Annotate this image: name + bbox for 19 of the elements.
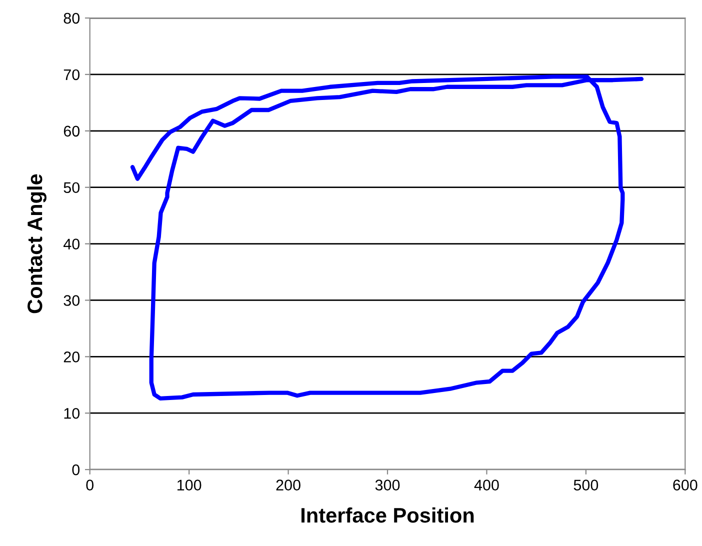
y-tick-label: 30 — [64, 295, 80, 306]
x-tick-label: 400 — [474, 480, 499, 491]
y-tick-label: 50 — [64, 182, 80, 194]
x-tick-label: 600 — [673, 480, 698, 491]
y-axis-title: Contact Angle — [26, 174, 46, 314]
x-tick-label: 0 — [86, 480, 94, 491]
y-tick-label: 10 — [64, 408, 80, 419]
line-series — [130, 74, 644, 401]
x-axis-title: Interface Position — [302, 507, 474, 523]
y-tick-label: 60 — [64, 126, 80, 137]
x-tick-label: 200 — [276, 480, 300, 491]
y-tick-label: 70 — [64, 69, 80, 80]
y-tick-label: 0 — [72, 464, 80, 476]
x-tick-label: 500 — [574, 480, 598, 491]
y-tick-label: 80 — [64, 12, 80, 24]
y-tick-label: 40 — [63, 238, 80, 250]
y-tick-label: 20 — [64, 352, 80, 362]
x-tick-label: 300 — [375, 480, 400, 491]
x-tick-label: 100 — [177, 480, 202, 491]
